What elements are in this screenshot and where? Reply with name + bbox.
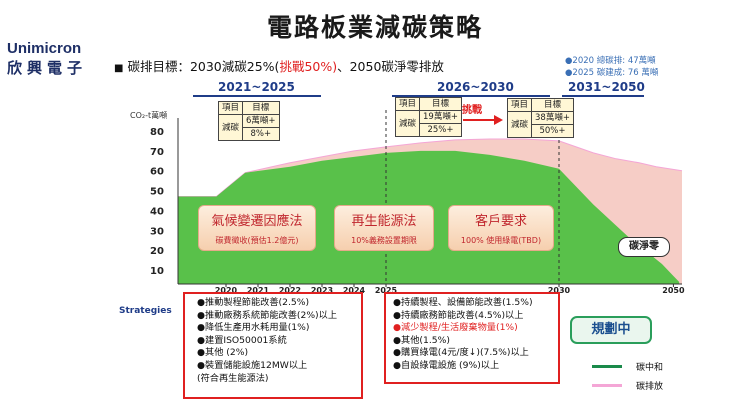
table-header-item: 項目 xyxy=(217,101,244,115)
driver-subtitle: 100% 使用綠電(TBD) xyxy=(460,236,542,245)
y-tick-label: 20 xyxy=(150,246,164,257)
era-2031-2050: 2031~2050 xyxy=(568,80,645,94)
table-value: 25%+ xyxy=(419,123,462,137)
strategy-list-right: ●持續製程、設備節能改善(1.5%) ●持續廠務節能改善(4.5%)以上 ●減少製程… xyxy=(386,294,558,373)
strategy-item: (符合再生能源法) xyxy=(197,372,269,384)
x-tick-label: 2020 xyxy=(215,286,238,295)
target-table-2026-2030: 項目 目標 減碳 19萬噸+ 25%+ xyxy=(394,97,462,137)
carbon-goal: ■ 碳排目標：2030減碳25%(挑戰50%)、2050碳淨零排放 xyxy=(114,56,444,75)
net-zero-callout: 碳淨零 xyxy=(618,237,670,257)
goal-highlight: 挑戰50%) xyxy=(279,59,338,74)
table-header-target: 目標 xyxy=(242,101,280,115)
table-value: 8%+ xyxy=(242,127,280,141)
x-tick-label: 2025 xyxy=(375,286,398,295)
strategy-item: ●降低生產用水耗用量(1%) xyxy=(197,322,310,334)
table-value: 38萬噸+ xyxy=(531,111,574,125)
x-tick-label: 2030 xyxy=(548,286,571,295)
legend-swatch xyxy=(592,384,622,387)
target-table-challenge: 項目 目標 減碳 38萬噸+ 50%+ xyxy=(506,98,574,138)
company-logo-en: Unimicron xyxy=(7,40,82,57)
emission-line xyxy=(178,138,683,198)
strategies-label: Strategies xyxy=(119,306,172,316)
driver-customer: 客戶要求 100% 使用綠電(TBD) xyxy=(448,205,554,251)
strategy-item: ●其他(1.5%) xyxy=(393,334,450,346)
strategies-box-2026-2030: ●持續製程、設備節能改善(1.5%) ●持續廠務節能改善(4.5%)以上 ●減少製程… xyxy=(384,292,560,384)
legend-item-neutral: 碳中和 xyxy=(592,360,663,373)
strategy-item: ●建置ISO50001系統 xyxy=(197,334,287,346)
y-tick-label: 80 xyxy=(150,127,164,138)
driver-title: 氣候變遷因應法 xyxy=(211,214,303,229)
strategy-item: ●推動廠務系統節能改善(2%)以上 xyxy=(197,309,338,321)
strategy-item: ●自設綠電設施 (9%)以上 xyxy=(393,359,500,371)
company-logo-zh: 欣興電子 xyxy=(7,59,88,77)
target-table-2021-2025: 項目 目標 減碳 6萬噸+ 8%+ xyxy=(217,101,280,141)
goal-prefix: 碳排目標：2030減碳25%( xyxy=(127,59,280,74)
strategy-item: ●持續製程、設備節能改善(1.5%) xyxy=(393,297,533,308)
driver-title: 再生能源法 xyxy=(351,214,417,229)
note-2025: ●2025 碳建成: 76 萬噸 xyxy=(565,68,659,78)
table-header-item: 項目 xyxy=(394,97,421,111)
planning-badge: 規劃中 xyxy=(570,316,652,344)
table-header-item: 項目 xyxy=(506,98,533,112)
table-header-target: 目標 xyxy=(419,97,462,111)
driver-climate-law: 氣候變遷因應法 碳費徵收(預估1.2億元) xyxy=(198,205,316,251)
driver-subtitle: 10%義務設置期限 xyxy=(351,236,417,245)
table-row-label: 減碳 xyxy=(217,114,244,141)
strategies-box-2021-2025: ●推動製程節能改善(2.5%) ●推動廠務系統節能改善(2%)以上 ●降低生產用水耗… xyxy=(183,292,363,399)
note-2020: ●2020 總碳排: 47萬噸 xyxy=(565,56,656,66)
era-2021-2025: 2021~2025 xyxy=(218,80,295,94)
era-underline-3 xyxy=(562,95,644,97)
strategy-item: ●其他 (2%) xyxy=(197,347,249,359)
legend-item-emission: 碳排放 xyxy=(592,379,663,392)
strategy-item: ●購買綠電(4元/度↓)(7.5%)以上 xyxy=(393,347,529,359)
table-row-label: 減碳 xyxy=(394,110,421,137)
y-tick-label: 70 xyxy=(150,147,164,158)
era-2026-2030: 2026~2030 xyxy=(437,80,514,94)
strategy-item: ●推動製程節能改善(2.5%) xyxy=(197,297,310,308)
legend-label: 碳排放 xyxy=(636,382,664,392)
table-header-target: 目標 xyxy=(531,98,574,112)
table-row-label: 減碳 xyxy=(506,111,533,138)
table-value: 19萬噸+ xyxy=(419,110,462,124)
x-tick-label: 2024 xyxy=(343,286,366,295)
strategy-item: ●持續廠務節能改善(4.5%)以上 xyxy=(393,309,524,321)
era-underline-2 xyxy=(392,95,550,97)
table-value: 50%+ xyxy=(531,124,574,138)
y-tick-label: 10 xyxy=(150,266,164,277)
x-tick-label: 2023 xyxy=(311,286,333,295)
x-tick-label: 2021 xyxy=(247,286,270,295)
x-tick-label: 2022 xyxy=(279,286,301,295)
y-tick-label: 50 xyxy=(150,187,164,198)
y-tick-label: 30 xyxy=(150,226,164,237)
era-underline-1 xyxy=(193,95,321,97)
strategy-item: ●裝置儲能設施12MW以上 xyxy=(197,359,308,371)
driver-renewable-law: 再生能源法 10%義務設置期限 xyxy=(334,205,434,251)
table-value: 6萬噸+ xyxy=(242,114,280,128)
driver-title: 客戶要求 xyxy=(474,214,527,229)
arrow-right-icon xyxy=(463,115,503,125)
strategy-list-left: ●推動製程節能改善(2.5%) ●推動廠務系統節能改善(2%)以上 ●降低生產用水耗… xyxy=(185,294,361,385)
legend-swatch xyxy=(592,365,622,368)
y-axis-label: CO₂-t萬噸 xyxy=(130,111,168,120)
legend: 碳中和 碳排放 xyxy=(592,360,663,392)
driver-subtitle: 碳費徵收(預估1.2億元) xyxy=(215,236,299,245)
strategy-item: ●減少製程/生活廢棄物量(1%) xyxy=(393,322,518,334)
square-bullet-icon: ■ xyxy=(114,63,124,74)
challenge-label: 挑戰 xyxy=(462,105,482,116)
emission-notes: ●2020 總碳排: 47萬噸 ●2025 碳建成: 76 萬噸 xyxy=(565,55,658,79)
goal-suffix: 、2050碳淨零排放 xyxy=(337,59,444,74)
y-tick-label: 60 xyxy=(150,167,164,178)
y-tick-label: 40 xyxy=(150,206,164,217)
x-tick-label: 2050 xyxy=(662,286,685,295)
page-title: 電路板業減碳策略 xyxy=(266,13,483,42)
legend-label: 碳中和 xyxy=(636,363,664,373)
